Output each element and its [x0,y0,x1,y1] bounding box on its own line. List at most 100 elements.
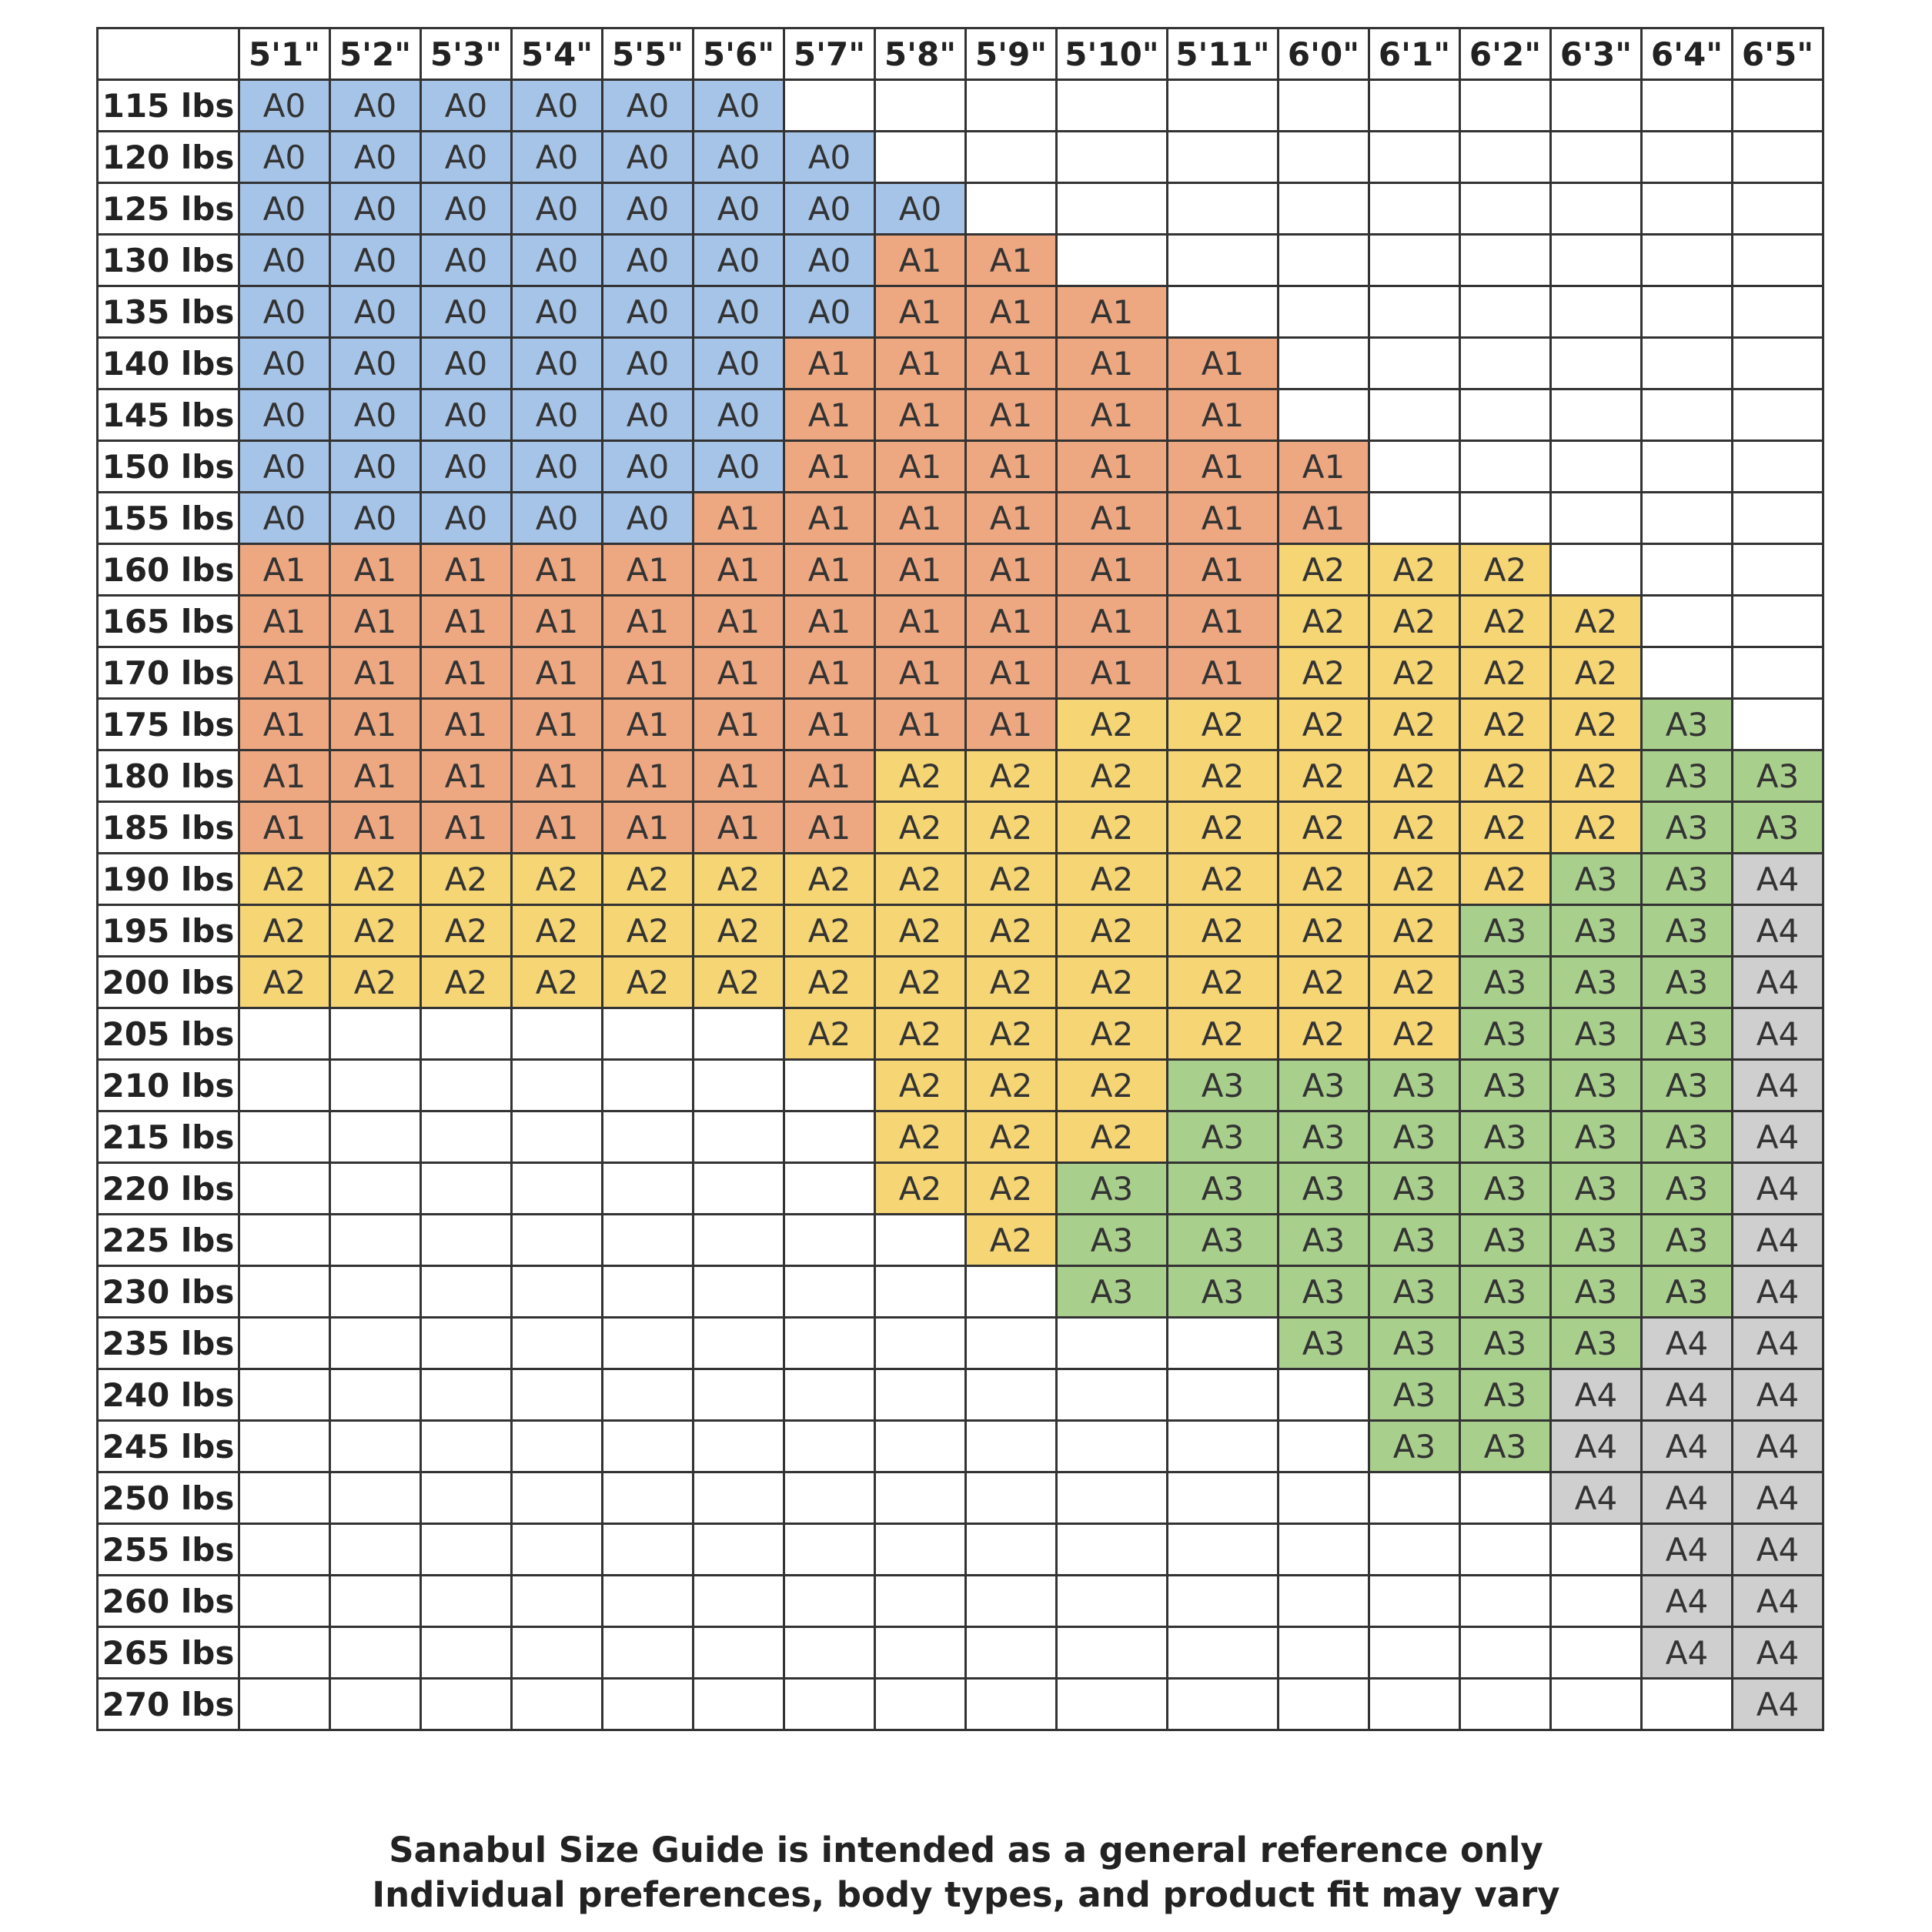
size-cell: A0 [512,493,603,544]
size-cell: A2 [603,905,694,957]
size-cell [239,1679,330,1730]
size-cell [875,1576,966,1627]
size-cell [1057,1421,1168,1472]
size-cell [512,1472,603,1524]
size-cell: A0 [603,183,694,235]
size-cell [1460,235,1551,286]
size-cell: A1 [875,389,966,441]
size-cell: A4 [1642,1421,1733,1472]
size-cell: A3 [1369,1421,1460,1472]
size-cell: A2 [1369,647,1460,699]
size-cell: A2 [875,1008,966,1060]
size-cell: A1 [875,596,966,647]
size-cell [1642,544,1733,596]
size-cell [1460,286,1551,338]
size-cell [239,1111,330,1163]
weight-row-label: 170 lbs [98,647,239,699]
size-cell: A2 [966,905,1057,957]
size-cell: A0 [784,183,875,235]
weight-row: 145 lbs A0 A0 A0 A0 A0 A0 A1 A1 A1 A1 A1 [98,389,1823,441]
size-cell: A3 [1460,1111,1551,1163]
weight-row-label: 260 lbs [98,1576,239,1627]
size-cell [1733,132,1823,183]
size-cell [1279,1576,1369,1627]
size-cell: A3 [1551,1318,1642,1369]
weight-row: 270 lbs A4 [98,1679,1823,1730]
size-cell: A0 [603,132,694,183]
size-cell [966,1266,1057,1318]
size-cell [239,1421,330,1472]
weight-row-label: 225 lbs [98,1215,239,1266]
size-cell [784,1369,875,1421]
size-cell [1057,1472,1168,1524]
size-cell [1369,1576,1460,1627]
size-cell [875,1318,966,1369]
size-grid: 5'1" 5'2" 5'3" 5'4" 5'5" 5'6" 5'7" 5'8" 5'9" 5'10… [96,27,1824,1731]
size-cell: A2 [330,854,421,905]
size-cell [875,80,966,132]
size-cell: A4 [1733,905,1823,957]
size-cell: A0 [603,235,694,286]
height-column-header: 6'3" [1551,28,1642,80]
size-cell: A1 [784,493,875,544]
size-cell: A2 [603,957,694,1008]
size-cell: A2 [966,802,1057,854]
size-cell: A1 [421,544,512,596]
size-cell: A0 [330,132,421,183]
size-cell: A3 [1460,957,1551,1008]
weight-row-label: 240 lbs [98,1369,239,1421]
size-cell: A1 [966,647,1057,699]
weight-row: 255 lbs A4 A4 [98,1524,1823,1576]
size-cell [1733,441,1823,493]
weight-row: 215 lbs A2 A2 A2 A3 A3 A3 A3 A3 A3 A4 [98,1111,1823,1163]
size-cell [966,1318,1057,1369]
size-cell [239,1266,330,1318]
size-cell: A1 [966,441,1057,493]
size-cell: A0 [239,235,330,286]
size-cell [875,1215,966,1266]
weight-row: 155 lbs A0 A0 A0 A0 A0 A1 A1 A1 A1 A1 A1 A1 [98,493,1823,544]
size-cell: A2 [512,905,603,957]
size-cell [1551,132,1642,183]
size-cell [694,1576,784,1627]
weight-row: 205 lbs A2 A2 A2 A2 A2 A2 A2 A3 A3 A3 A4 [98,1008,1823,1060]
size-cell: A2 [1460,750,1551,802]
size-cell [1279,132,1369,183]
size-cell [330,1472,421,1524]
size-cell: A0 [421,80,512,132]
size-cell [1369,1472,1460,1524]
size-cell: A1 [239,596,330,647]
size-cell [330,1421,421,1472]
size-cell [330,1215,421,1266]
weight-row-label: 270 lbs [98,1679,239,1730]
size-cell: A1 [1168,544,1279,596]
weight-row: 265 lbs A4 A4 [98,1627,1823,1679]
size-cell: A4 [1733,1369,1823,1421]
size-cell [1057,1576,1168,1627]
size-cell: A2 [1460,802,1551,854]
height-column-header: 5'3" [421,28,512,80]
height-column-header: 6'2" [1460,28,1551,80]
size-cell [1168,1369,1279,1421]
size-cell: A3 [1460,905,1551,957]
size-cell: A2 [1057,750,1168,802]
size-cell: A1 [1168,647,1279,699]
size-cell [1168,1472,1279,1524]
size-cell: A1 [239,544,330,596]
size-cell [1057,1679,1168,1730]
size-cell: A2 [875,957,966,1008]
size-cell [1460,338,1551,389]
size-cell: A1 [966,338,1057,389]
size-cell: A1 [330,544,421,596]
size-cell [1279,286,1369,338]
height-column-header: 5'10" [1057,28,1168,80]
size-cell: A2 [239,905,330,957]
size-cell: A3 [1279,1215,1369,1266]
size-chart-table: 5'1" 5'2" 5'3" 5'4" 5'5" 5'6" 5'7" 5'8" 5'9" 5'10… [96,27,1824,1731]
size-cell [694,1266,784,1318]
size-cell [694,1111,784,1163]
size-cell: A2 [875,802,966,854]
size-cell [1551,1524,1642,1576]
size-cell: A4 [1642,1369,1733,1421]
size-cell [421,1576,512,1627]
